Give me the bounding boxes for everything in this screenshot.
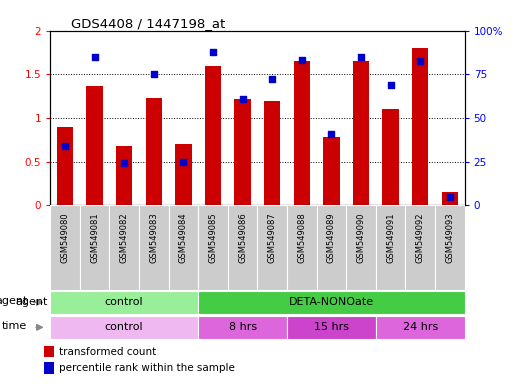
Text: control: control [105, 297, 144, 308]
Point [446, 194, 454, 200]
Text: GSM549085: GSM549085 [209, 212, 218, 263]
Text: GSM549088: GSM549088 [297, 212, 306, 263]
Text: percentile rank within the sample: percentile rank within the sample [59, 363, 234, 373]
Bar [175, 144, 192, 205]
Text: 8 hrs: 8 hrs [229, 322, 257, 333]
Text: agent: agent [0, 296, 27, 306]
Point [357, 54, 365, 60]
Bar [382, 109, 399, 205]
Bar [80, 205, 109, 290]
Bar [353, 61, 369, 205]
Bar [57, 127, 73, 205]
Text: GSM549080: GSM549080 [61, 212, 70, 263]
Text: agent: agent [15, 297, 48, 308]
Bar [44, 362, 54, 374]
Point [386, 82, 395, 88]
Text: GSM549087: GSM549087 [268, 212, 277, 263]
Point [209, 49, 217, 55]
Point [416, 58, 425, 65]
Bar [146, 98, 162, 205]
Text: GSM549089: GSM549089 [327, 212, 336, 263]
Text: 24 hrs: 24 hrs [403, 322, 438, 333]
Bar [87, 86, 103, 205]
Text: GDS4408 / 1447198_at: GDS4408 / 1447198_at [71, 17, 225, 30]
Bar [50, 205, 80, 290]
Bar [442, 192, 458, 205]
Text: GSM549086: GSM549086 [238, 212, 247, 263]
Bar [317, 205, 346, 290]
Bar [139, 205, 168, 290]
Point [149, 71, 158, 78]
Bar [287, 316, 376, 339]
Bar [234, 99, 251, 205]
Bar [198, 205, 228, 290]
Bar [406, 205, 435, 290]
Text: GSM549084: GSM549084 [179, 212, 188, 263]
Text: DETA-NONOate: DETA-NONOate [289, 297, 374, 308]
Bar [294, 61, 310, 205]
Text: GSM549081: GSM549081 [90, 212, 99, 263]
Point [268, 76, 277, 82]
Bar [109, 205, 139, 290]
Bar [323, 137, 340, 205]
Text: 15 hrs: 15 hrs [314, 322, 349, 333]
Bar [376, 205, 406, 290]
Text: time: time [2, 321, 27, 331]
Point [238, 96, 247, 102]
Bar [346, 205, 376, 290]
Bar [198, 291, 465, 314]
Point [327, 131, 336, 137]
Point [120, 160, 128, 166]
Text: GSM549083: GSM549083 [149, 212, 158, 263]
Bar [264, 101, 280, 205]
Bar [376, 316, 465, 339]
Point [298, 56, 306, 63]
Bar [412, 48, 428, 205]
Bar [435, 205, 465, 290]
Bar [44, 346, 54, 357]
Bar [198, 316, 287, 339]
Text: GSM549090: GSM549090 [356, 212, 365, 263]
Bar [50, 291, 198, 314]
Text: GSM549082: GSM549082 [120, 212, 129, 263]
Point [61, 143, 69, 149]
Bar [205, 66, 221, 205]
Text: control: control [105, 322, 144, 333]
Text: GSM549093: GSM549093 [445, 212, 454, 263]
Bar [168, 205, 198, 290]
Text: transformed count: transformed count [59, 347, 156, 357]
Bar [287, 205, 317, 290]
Bar [228, 205, 258, 290]
Bar [258, 205, 287, 290]
Text: GSM549091: GSM549091 [386, 212, 395, 263]
Point [90, 54, 99, 60]
Bar [50, 316, 198, 339]
Text: GSM549092: GSM549092 [416, 212, 425, 263]
Point [179, 159, 187, 165]
Bar [116, 146, 133, 205]
